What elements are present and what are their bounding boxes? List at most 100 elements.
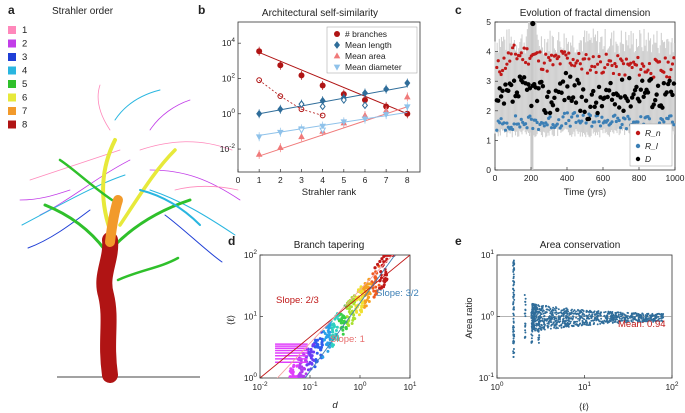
- e-point: [568, 312, 571, 315]
- e-point: [654, 315, 657, 318]
- c-point-1: [647, 117, 652, 121]
- e-point: [604, 320, 607, 323]
- e-point: [565, 325, 568, 328]
- e-point: [533, 311, 536, 314]
- c-point-0: [583, 57, 587, 61]
- c-xtick-label: 800: [632, 173, 646, 183]
- e-point: [597, 314, 599, 317]
- c-point-2: [634, 84, 639, 90]
- c-point-2: [592, 104, 597, 109]
- c-point-0: [617, 72, 621, 77]
- d-xtick-label: 100: [353, 381, 366, 392]
- c-point-0: [670, 62, 675, 66]
- e-stack-point: [512, 321, 515, 324]
- legend-d: D: [645, 154, 651, 164]
- b-point-1: [277, 105, 284, 114]
- d-point: [341, 332, 345, 336]
- e-stack-point: [512, 270, 515, 273]
- e-point: [588, 322, 591, 325]
- e-point: [619, 315, 622, 318]
- e-point: [561, 318, 564, 321]
- c-point-0: [597, 54, 601, 59]
- b-ytick-label: 10-2: [220, 143, 236, 154]
- e-point: [660, 319, 663, 322]
- c-point-0: [565, 56, 569, 60]
- c-point-2: [671, 81, 677, 86]
- e-point: [579, 309, 582, 312]
- d-point: [316, 343, 320, 347]
- e-point: [612, 313, 615, 316]
- b-point-1: [361, 89, 368, 97]
- c-point-2: [648, 76, 654, 82]
- b-open-point: [298, 100, 305, 109]
- e-point: [549, 308, 552, 311]
- c-point-0: [509, 52, 513, 56]
- e-stack-point: [513, 335, 516, 338]
- d-point: [340, 319, 344, 323]
- c-point-0: [562, 50, 567, 54]
- b-xtick-label: 0: [236, 175, 241, 185]
- d-ytick-label: 102: [244, 249, 257, 260]
- d-point: [372, 289, 376, 293]
- e-point: [581, 312, 584, 315]
- d-point: [360, 304, 364, 308]
- e-point: [545, 311, 548, 314]
- c-point-2: [654, 92, 659, 97]
- d-point: [349, 305, 353, 309]
- c-point-1: [516, 122, 521, 126]
- e-point: [557, 308, 560, 311]
- c-point-0: [663, 56, 667, 60]
- panel-e-xlabel: ⟨ℓ⟩: [579, 402, 590, 413]
- b-point-3: [340, 119, 348, 126]
- c-point-2: [660, 105, 665, 110]
- c-point-0: [598, 60, 603, 64]
- e-stack-point: [512, 277, 515, 280]
- e-point: [542, 326, 545, 329]
- e-stack-point: [524, 315, 527, 318]
- c-point-1: [565, 111, 569, 115]
- e-point: [575, 312, 578, 315]
- c-point-0: [567, 51, 571, 55]
- c-point-1: [593, 120, 597, 124]
- c-point-0: [571, 57, 575, 62]
- c-point-0: [601, 70, 605, 74]
- d-point: [382, 260, 386, 264]
- e-ytick-label: 101: [481, 249, 494, 260]
- e-point: [621, 317, 623, 320]
- d-point: [315, 351, 319, 355]
- d-point: [320, 340, 324, 344]
- c-point-2: [573, 100, 579, 105]
- c-ytick-label: 0: [486, 165, 491, 175]
- e-point: [540, 328, 543, 331]
- tree-illustration: [19, 84, 241, 383]
- panel-b-xlabel: Strahler rank: [302, 187, 357, 198]
- d-point: [377, 283, 381, 287]
- e-point: [655, 317, 658, 319]
- c-point-2: [539, 79, 544, 85]
- b-ytick-label: 102: [222, 72, 235, 83]
- e-point: [644, 320, 647, 323]
- e-point: [533, 315, 536, 318]
- e-point: [610, 319, 612, 322]
- e-point: [536, 313, 539, 315]
- b-open-point: [361, 101, 369, 110]
- e-point: [552, 321, 555, 324]
- e-point: [587, 314, 589, 317]
- e-stack-point: [512, 264, 515, 267]
- d-point: [314, 358, 318, 362]
- e-point: [595, 319, 598, 322]
- e-point: [602, 321, 605, 324]
- b-point-3: [277, 129, 284, 136]
- c-point-1: [524, 122, 528, 126]
- panel-d-xlabel: d: [332, 400, 338, 411]
- e-point: [579, 311, 582, 314]
- e-stack-point: [538, 334, 541, 337]
- e-point: [534, 319, 537, 322]
- c-point-2: [501, 101, 507, 106]
- e-point: [542, 327, 545, 330]
- c-point-1: [584, 121, 588, 125]
- d-point: [344, 325, 348, 329]
- b-point-1: [404, 79, 411, 87]
- e-stack-point: [524, 329, 527, 332]
